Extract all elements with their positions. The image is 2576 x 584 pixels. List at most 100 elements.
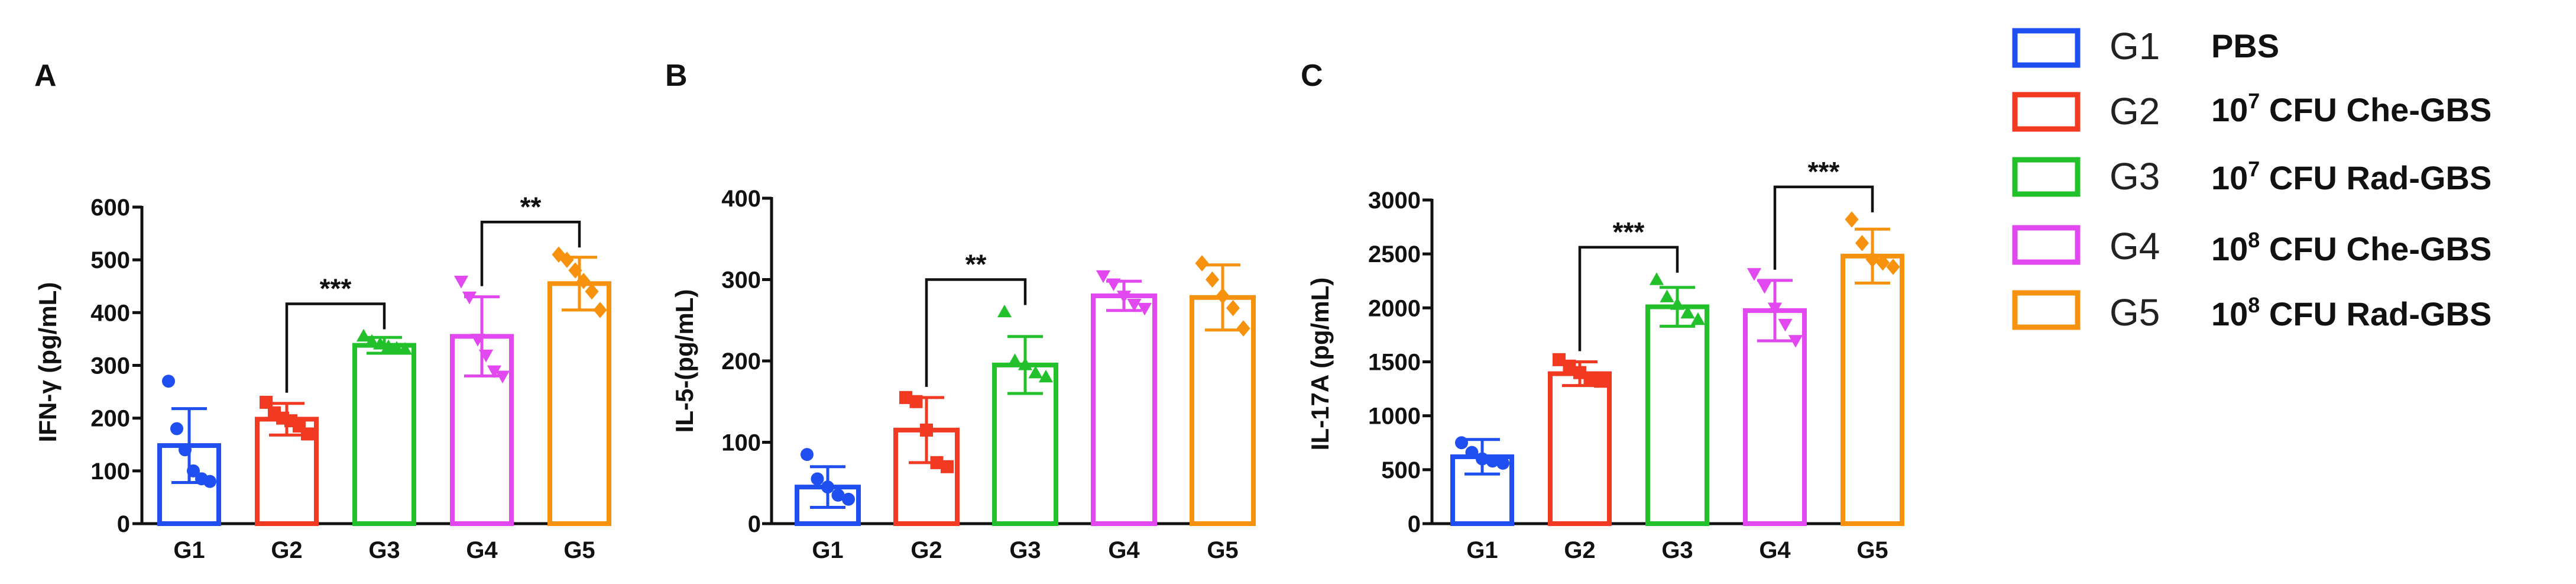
x-tick-label-g2: G2 <box>271 537 302 563</box>
data-point-g4 <box>1767 302 1783 315</box>
data-point-g4 <box>1127 298 1142 312</box>
bar-g3 <box>352 343 416 526</box>
panel-b: B IL-5-(pg/mL) 0 100 200 300 400 G1 G2 G3 G4 G5 ** <box>665 59 1256 563</box>
legend: G1 PBS G2 107 CFU Che-GBS G3 107 CFU Rad… <box>2012 25 2491 334</box>
data-point-g1 <box>1455 436 1468 450</box>
legend-desc-sup-g5: 8 <box>2248 293 2260 317</box>
data-point-g1 <box>203 475 216 488</box>
legend-group-g3: G3 <box>2110 155 2160 198</box>
data-point-g5 <box>1226 299 1240 317</box>
data-point-g4 <box>1137 302 1152 316</box>
y-tick-label: 3000 <box>1368 188 1421 214</box>
x-tick-label-g5: G5 <box>563 537 595 563</box>
data-point-g2 <box>260 395 273 409</box>
data-point-g4 <box>1096 270 1111 283</box>
data-point-g4 <box>495 370 510 383</box>
x-tick-label-g1: G1 <box>1466 537 1498 563</box>
x-tick-label-g3: G3 <box>1661 537 1693 563</box>
significance-bracket <box>1578 246 1679 351</box>
data-point-g5 <box>1845 211 1859 228</box>
data-point-g5 <box>568 262 582 279</box>
y-tick-label: 200 <box>721 349 761 375</box>
data-point-g4 <box>470 334 485 347</box>
data-point-g5 <box>560 251 574 268</box>
data-point-g2 <box>899 391 912 404</box>
data-point-g4 <box>1747 268 1762 281</box>
legend-swatch-g2 <box>2012 92 2081 132</box>
data-point-g4 <box>487 365 502 379</box>
data-point-g4 <box>1778 318 1793 332</box>
legend-desc-g3: 107 CFU Rad-GBS <box>2211 157 2491 196</box>
y-tick-label: 200 <box>90 406 130 432</box>
legend-group-g5: G5 <box>2110 291 2160 334</box>
data-point-g1 <box>1465 446 1479 459</box>
x-tick-label-g3: G3 <box>368 537 400 563</box>
y-tick-label: 500 <box>90 247 130 273</box>
data-point-g1 <box>1486 454 1499 468</box>
data-point-g5 <box>1205 271 1220 288</box>
panel-c-label: C <box>1301 59 1323 93</box>
y-tick-label: 400 <box>721 186 761 212</box>
significance-label: ** <box>520 191 542 222</box>
data-point-g2 <box>930 456 944 469</box>
data-point-g3 <box>1680 305 1695 319</box>
panel-a: A IFN-γ (pg/mL) 0 100 200 300 400 500 600 G1 G2 G… <box>34 59 611 563</box>
legend-desc-g5: 108 CFU Rad-GBS <box>2211 293 2491 333</box>
data-point-g3 <box>1649 272 1664 285</box>
data-point-g4 <box>478 349 494 363</box>
data-point-g5 <box>1236 320 1250 337</box>
significance-label: *** <box>320 273 352 304</box>
data-point-g1 <box>831 488 845 502</box>
data-point-g3 <box>1670 297 1685 310</box>
data-point-g2 <box>1583 371 1597 385</box>
legend-swatch-g5 <box>2012 290 2081 330</box>
data-point-g3 <box>364 334 380 347</box>
data-point-g2 <box>941 460 954 473</box>
legend-desc-main-g2: 10 <box>2211 91 2248 128</box>
data-point-g2 <box>1594 375 1607 388</box>
data-point-g3 <box>1038 369 1054 383</box>
x-tick-label-g1: G1 <box>173 537 205 563</box>
x-tick-label-g4: G4 <box>1108 537 1140 563</box>
y-tick-label: 2000 <box>1368 295 1421 321</box>
legend-desc-tail-g2: CFU Che-GBS <box>2260 91 2491 128</box>
y-tick-label: 0 <box>748 511 761 537</box>
data-point-g3 <box>997 304 1012 318</box>
y-tick-label: 0 <box>117 511 130 537</box>
panel-b-plot: 0 100 200 300 400 G1 G2 G3 G4 G5 ** <box>721 186 1256 563</box>
y-tick-label: 400 <box>90 300 130 326</box>
data-point-g2 <box>1573 366 1586 379</box>
data-point-g3 <box>1018 357 1033 370</box>
y-tick-label: 600 <box>90 195 130 221</box>
data-point-g5 <box>576 273 591 289</box>
panel-c: C IL-17A (pg/mL) 0 500 1000 1500 2000 2500 300… <box>1301 59 1904 563</box>
x-tick-label-g5: G5 <box>1207 537 1238 563</box>
bar-g4 <box>1091 293 1157 526</box>
data-point-g5 <box>1886 259 1900 275</box>
significance-label: *** <box>1808 156 1840 187</box>
legend-desc-sup-g4: 8 <box>2248 228 2260 252</box>
panel-a-label: A <box>34 59 57 93</box>
data-point-g1 <box>162 375 175 388</box>
legend-swatch-g4 <box>2012 225 2081 265</box>
panel-b-label: B <box>665 59 688 93</box>
data-point-g3 <box>1660 289 1674 302</box>
data-point-g3 <box>1028 365 1043 379</box>
bar-g5 <box>1841 253 1904 526</box>
y-tick-label: 300 <box>721 267 761 293</box>
data-point-g1 <box>842 492 855 506</box>
significance-bracket <box>1773 185 1874 270</box>
significance-bracket <box>480 221 581 286</box>
data-point-g5 <box>1195 255 1209 272</box>
significance-label: ** <box>965 249 987 280</box>
data-point-g4 <box>1757 281 1772 294</box>
legend-swatch-g3 <box>2012 157 2081 197</box>
data-point-g3 <box>356 328 371 342</box>
legend-swatch-g1 <box>2012 28 2081 68</box>
data-point-g4 <box>1788 335 1803 348</box>
data-point-g4 <box>1106 278 1121 292</box>
data-point-g1 <box>1476 452 1489 466</box>
data-point-g2 <box>909 395 923 408</box>
data-point-g5 <box>552 246 566 263</box>
